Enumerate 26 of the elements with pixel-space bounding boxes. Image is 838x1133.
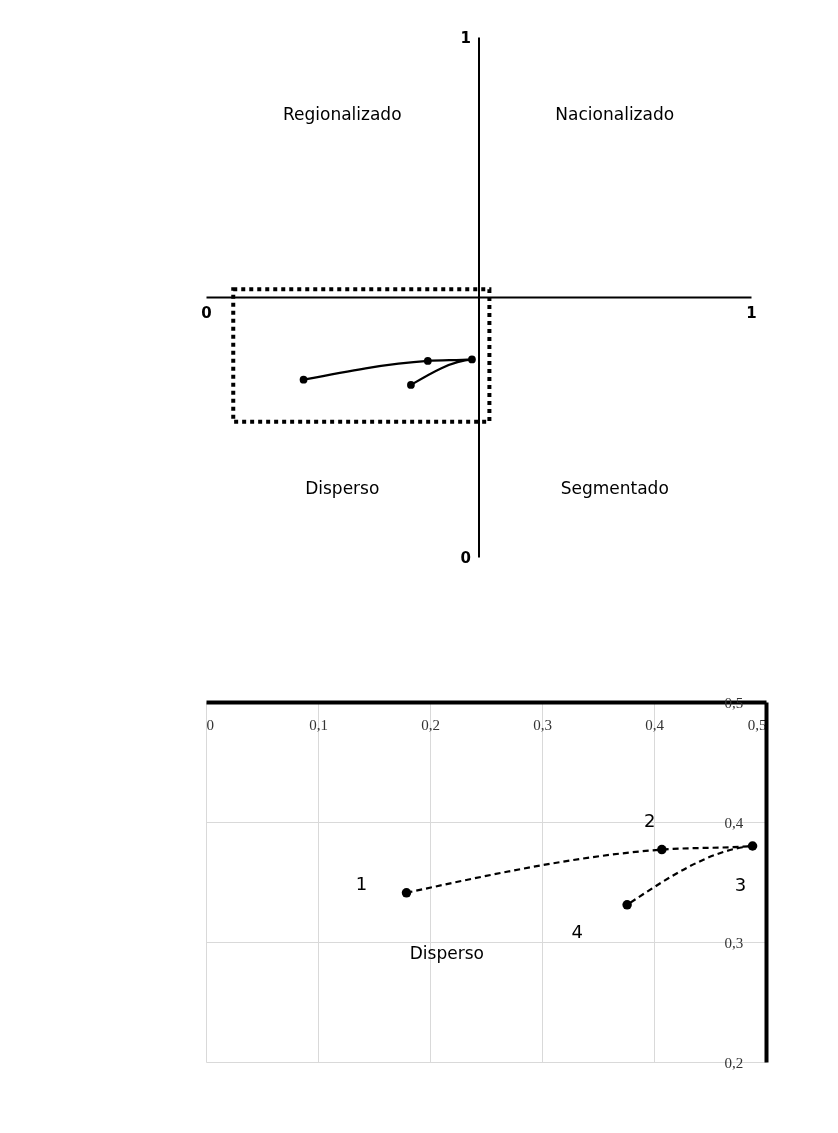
point xyxy=(299,375,308,384)
annotation: 2 xyxy=(644,809,656,831)
point xyxy=(747,841,758,851)
annotation: Segmentado xyxy=(560,478,669,499)
y-tick-label: 0,3 xyxy=(724,934,744,951)
point xyxy=(622,900,632,910)
point xyxy=(407,381,415,389)
annotation: Nacionalizado xyxy=(555,104,675,124)
annotation: Disperso xyxy=(305,478,380,499)
annotation: Regionalizado xyxy=(282,104,402,124)
y-tick-label: 0,5 xyxy=(724,694,744,711)
point xyxy=(401,888,412,898)
annotation: 3 xyxy=(734,874,747,895)
x-tick-label: 0 xyxy=(206,716,214,733)
point xyxy=(657,844,667,855)
y-tick-label: 0,4 xyxy=(724,814,744,831)
x-tick-label: 0,2 xyxy=(421,716,440,733)
x-tick-label: 0,1 xyxy=(309,716,328,733)
annotation: Disperso xyxy=(409,943,484,963)
point xyxy=(423,357,432,365)
annotation: 1 xyxy=(355,872,368,894)
x-tick-label: 0,4 xyxy=(645,716,665,733)
y-tick-label: 0,2 xyxy=(724,1054,744,1071)
x-tick-label: 0,3 xyxy=(533,716,552,733)
annotation: 4 xyxy=(571,920,583,942)
point xyxy=(468,355,476,364)
